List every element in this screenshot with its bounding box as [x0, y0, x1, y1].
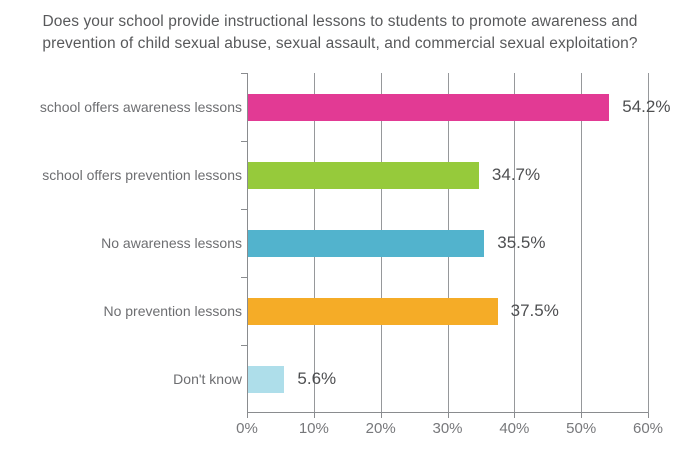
- gridline-50pct: [581, 73, 583, 413]
- chart-title-line1: Does your school provide instructional l…: [42, 13, 638, 30]
- x-axis-tick-50pct: [581, 413, 583, 418]
- y-axis-tick-4: [241, 277, 247, 278]
- bar-2: [247, 161, 479, 189]
- category-label-3: No awareness lessons: [101, 235, 242, 251]
- x-axis-line: [247, 412, 648, 413]
- x-tick-label-40pct: 40%: [499, 420, 530, 437]
- x-tick-label-30pct: 30%: [432, 420, 463, 437]
- value-label-3: 35.5%: [497, 233, 546, 252]
- y-axis-line: [247, 73, 248, 413]
- y-axis-tick-3: [241, 209, 247, 210]
- category-label-5: Don't know: [173, 371, 242, 387]
- gridline-40pct: [514, 73, 516, 413]
- bar-3: [247, 229, 485, 257]
- category-label-1: school offers awareness lessons: [39, 99, 242, 115]
- value-label-1: 54.2%: [622, 97, 671, 116]
- x-tick-label-20pct: 20%: [365, 420, 396, 437]
- gridline-60pct: [648, 73, 649, 413]
- x-tick-label-10pct: 10%: [298, 420, 329, 437]
- x-axis-tick-20pct: [380, 413, 382, 418]
- x-tick-label-50pct: 50%: [566, 420, 597, 437]
- x-axis-tick-10pct: [313, 413, 315, 418]
- bar-5: [247, 365, 285, 393]
- chart-title: Does your school provide instructional l…: [0, 11, 680, 55]
- x-tick-label-60pct: 60%: [632, 420, 664, 437]
- value-label-4: 37.5%: [510, 301, 559, 320]
- y-axis-tick-1: [241, 73, 247, 74]
- value-label-5: 5.6%: [297, 369, 337, 388]
- plot-area: 54.2% 34.7% 35.5% 37.5% 5.6%: [241, 73, 670, 418]
- x-axis-tick-0pct: [247, 413, 248, 418]
- bar-4: [247, 297, 498, 325]
- x-tick-label-0pct: 0%: [236, 420, 258, 437]
- x-axis-tick-30pct: [447, 413, 449, 418]
- bar-1: [247, 93, 610, 121]
- y-axis-tick-5: [241, 345, 247, 346]
- x-axis-tick-60pct: [648, 413, 649, 418]
- category-label-2: school offers prevention lessons: [42, 167, 242, 183]
- chart-title-line2: prevention of child sexual abuse, sexual…: [42, 35, 638, 52]
- x-axis-tick-40pct: [514, 413, 516, 418]
- category-label-4: No prevention lessons: [103, 303, 242, 319]
- y-axis-tick-2: [241, 141, 247, 142]
- value-label-2: 34.7%: [491, 165, 541, 184]
